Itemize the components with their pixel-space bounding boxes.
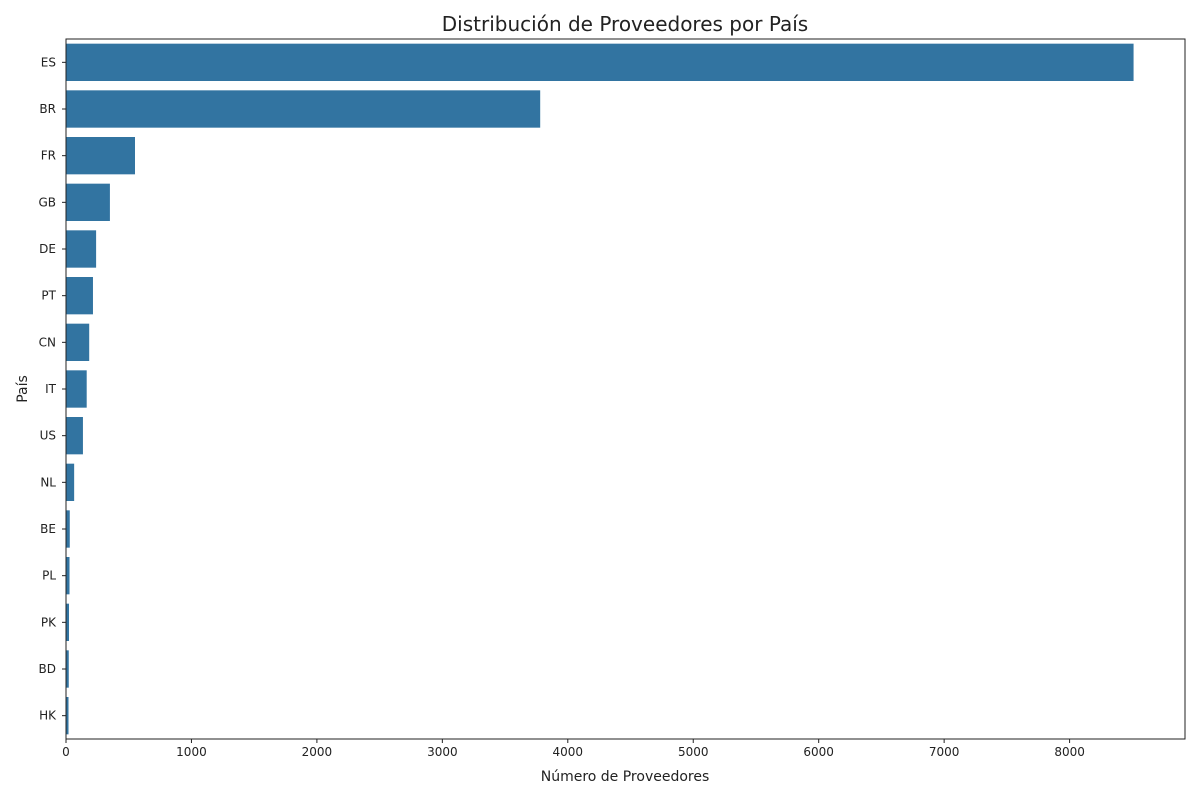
x-tick-label: 6000 bbox=[803, 745, 834, 759]
y-tick-label: BE bbox=[40, 522, 56, 536]
y-axis-ticks: ES BR FR GB DE PT CN IT US NL BE PL PK BD HK bbox=[38, 55, 66, 723]
x-tick-label: 0 bbox=[62, 745, 70, 759]
x-tick-label: 2000 bbox=[302, 745, 333, 759]
x-tick-label: 8000 bbox=[1054, 745, 1085, 759]
bar-it bbox=[66, 370, 87, 408]
bar-pk bbox=[66, 603, 70, 641]
bar-de bbox=[66, 230, 97, 268]
bar-hk bbox=[66, 697, 69, 735]
y-tick-label: DE bbox=[39, 242, 56, 256]
y-tick-label: GB bbox=[38, 195, 56, 209]
bar-nl bbox=[66, 463, 75, 501]
y-axis-label: País bbox=[15, 375, 31, 403]
x-axis-ticks: 0 1000 2000 3000 4000 5000 6000 7000 8000 bbox=[62, 739, 1085, 759]
x-tick-label: 7000 bbox=[929, 745, 960, 759]
bar-pl bbox=[66, 557, 70, 595]
y-tick-label: BD bbox=[39, 662, 56, 676]
y-tick-label: PK bbox=[41, 615, 57, 629]
y-tick-label: ES bbox=[41, 55, 56, 69]
x-tick-label: 5000 bbox=[678, 745, 709, 759]
y-tick-label: HK bbox=[39, 709, 57, 723]
bar-gb bbox=[66, 183, 110, 221]
y-tick-label: PL bbox=[42, 569, 56, 583]
y-tick-label: BR bbox=[39, 102, 56, 116]
x-axis-label: Número de Proveedores bbox=[541, 769, 710, 785]
y-tick-label: NL bbox=[40, 475, 56, 489]
y-tick-label: PT bbox=[41, 289, 56, 303]
bar-br bbox=[66, 90, 541, 128]
bar-fr bbox=[66, 137, 135, 175]
y-tick-label: US bbox=[40, 429, 56, 443]
bar-bd bbox=[66, 650, 69, 688]
chart-title: Distribución de Proveedores por País bbox=[442, 12, 808, 36]
bar-us bbox=[66, 417, 83, 455]
y-tick-label: CN bbox=[39, 335, 56, 349]
x-tick-label: 1000 bbox=[176, 745, 207, 759]
x-tick-label: 4000 bbox=[553, 745, 584, 759]
x-tick-label: 3000 bbox=[427, 745, 458, 759]
plot-frame bbox=[65, 38, 1186, 740]
bars-group bbox=[66, 43, 1134, 735]
bar-cn bbox=[66, 323, 90, 361]
bar-pt bbox=[66, 277, 93, 315]
y-tick-label: IT bbox=[45, 382, 57, 396]
y-tick-label: FR bbox=[41, 149, 56, 163]
bar-be bbox=[66, 510, 70, 548]
bar-es bbox=[66, 43, 1134, 81]
